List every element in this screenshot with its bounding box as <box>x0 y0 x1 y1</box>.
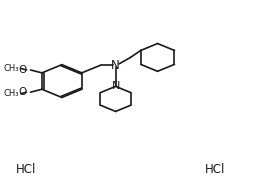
Text: O: O <box>18 65 26 75</box>
Text: HCl: HCl <box>205 163 226 176</box>
Text: CH₃: CH₃ <box>4 89 19 98</box>
Text: O: O <box>18 87 26 97</box>
Text: N: N <box>111 81 120 91</box>
Text: CH₃: CH₃ <box>4 64 19 73</box>
Text: N: N <box>111 59 120 72</box>
Text: HCl: HCl <box>16 163 36 176</box>
